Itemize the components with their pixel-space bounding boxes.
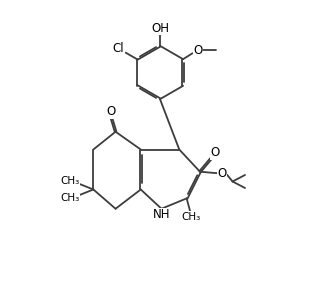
Text: NH: NH	[153, 208, 171, 221]
Text: CH₃: CH₃	[182, 212, 201, 222]
Text: O: O	[211, 146, 220, 159]
Text: O: O	[218, 167, 227, 180]
Text: CH₃: CH₃	[60, 176, 80, 186]
Text: O: O	[193, 44, 203, 57]
Text: CH₃: CH₃	[60, 193, 80, 203]
Text: Cl: Cl	[112, 42, 124, 55]
Text: OH: OH	[151, 22, 169, 35]
Text: O: O	[107, 105, 116, 118]
